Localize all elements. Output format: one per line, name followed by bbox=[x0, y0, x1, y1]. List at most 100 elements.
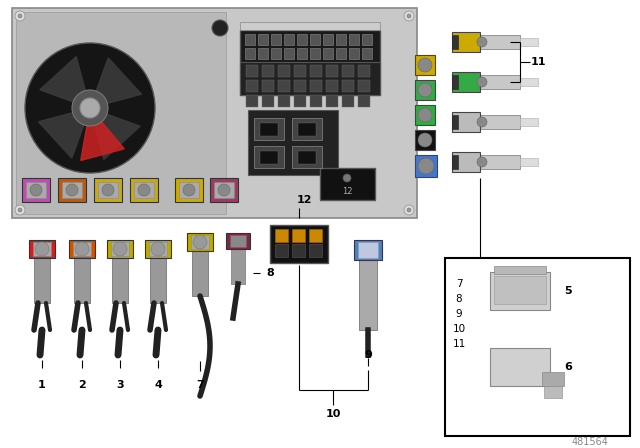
Bar bbox=[187, 233, 213, 251]
Bar bbox=[542, 372, 564, 386]
Bar bbox=[74, 258, 90, 303]
Bar bbox=[452, 115, 458, 129]
Bar bbox=[33, 242, 51, 256]
Bar bbox=[260, 123, 278, 136]
Bar bbox=[349, 48, 359, 59]
Bar bbox=[294, 80, 306, 92]
Text: 8: 8 bbox=[266, 268, 274, 278]
Circle shape bbox=[18, 14, 22, 18]
Circle shape bbox=[151, 242, 165, 256]
Bar bbox=[254, 118, 284, 140]
Bar bbox=[480, 35, 520, 49]
Circle shape bbox=[477, 37, 487, 47]
Bar bbox=[326, 80, 338, 92]
Text: 5: 5 bbox=[564, 286, 572, 296]
Bar bbox=[490, 348, 550, 386]
Bar bbox=[210, 178, 238, 202]
Bar bbox=[260, 151, 278, 164]
Bar bbox=[29, 240, 55, 258]
Text: 11: 11 bbox=[452, 339, 466, 349]
Circle shape bbox=[30, 184, 42, 196]
Bar bbox=[246, 65, 258, 77]
Bar bbox=[275, 244, 288, 257]
Bar bbox=[298, 123, 316, 136]
Bar bbox=[452, 72, 480, 92]
Circle shape bbox=[212, 20, 228, 36]
Bar bbox=[358, 65, 370, 77]
Bar bbox=[34, 258, 50, 303]
Circle shape bbox=[218, 184, 230, 196]
Circle shape bbox=[477, 77, 487, 87]
Bar bbox=[278, 95, 290, 107]
Bar bbox=[452, 112, 480, 132]
Bar bbox=[336, 34, 346, 45]
Bar bbox=[320, 168, 375, 200]
Bar bbox=[16, 12, 226, 214]
Bar bbox=[358, 242, 378, 258]
Circle shape bbox=[72, 90, 108, 126]
Text: 12: 12 bbox=[296, 195, 312, 205]
Bar bbox=[309, 244, 322, 257]
Bar bbox=[292, 244, 305, 257]
Circle shape bbox=[418, 108, 432, 122]
Bar bbox=[62, 182, 82, 198]
Bar bbox=[415, 105, 435, 125]
Text: 12: 12 bbox=[342, 188, 352, 197]
Text: 3: 3 bbox=[116, 380, 124, 390]
Circle shape bbox=[66, 184, 78, 196]
Bar bbox=[452, 75, 458, 89]
Bar bbox=[294, 95, 306, 107]
Circle shape bbox=[418, 83, 432, 97]
Bar bbox=[130, 178, 158, 202]
Bar bbox=[12, 8, 417, 218]
Bar bbox=[520, 118, 538, 126]
Circle shape bbox=[183, 184, 195, 196]
Bar bbox=[98, 182, 118, 198]
Bar bbox=[245, 34, 255, 45]
Bar bbox=[480, 115, 520, 129]
Bar bbox=[134, 182, 154, 198]
Circle shape bbox=[15, 11, 25, 21]
Circle shape bbox=[193, 235, 207, 249]
Bar bbox=[192, 251, 208, 296]
Bar bbox=[452, 152, 480, 172]
Bar bbox=[258, 34, 268, 45]
Text: 8: 8 bbox=[456, 294, 462, 304]
Bar bbox=[490, 272, 550, 310]
Bar bbox=[362, 48, 372, 59]
Bar bbox=[231, 249, 245, 284]
Bar bbox=[278, 65, 290, 77]
Bar bbox=[248, 110, 338, 175]
Bar bbox=[294, 65, 306, 77]
Bar bbox=[292, 118, 322, 140]
Bar bbox=[292, 146, 322, 168]
Polygon shape bbox=[95, 114, 140, 159]
Circle shape bbox=[25, 43, 155, 173]
Circle shape bbox=[404, 11, 414, 21]
Circle shape bbox=[407, 14, 411, 18]
Bar bbox=[271, 48, 281, 59]
Bar bbox=[246, 95, 258, 107]
Bar bbox=[309, 229, 322, 242]
Bar bbox=[214, 182, 234, 198]
Bar bbox=[310, 48, 320, 59]
Circle shape bbox=[138, 184, 150, 196]
Bar bbox=[452, 32, 480, 52]
Circle shape bbox=[418, 158, 434, 174]
Bar bbox=[520, 78, 538, 86]
Bar bbox=[262, 65, 274, 77]
Text: 11: 11 bbox=[531, 57, 546, 67]
Circle shape bbox=[407, 208, 411, 212]
Text: 7: 7 bbox=[456, 279, 462, 289]
Bar bbox=[445, 258, 630, 436]
Bar bbox=[326, 65, 338, 77]
Bar bbox=[310, 95, 322, 107]
Circle shape bbox=[35, 242, 49, 256]
Bar bbox=[415, 130, 435, 150]
Circle shape bbox=[113, 242, 127, 256]
Bar bbox=[362, 34, 372, 45]
Bar bbox=[58, 178, 86, 202]
Bar bbox=[240, 22, 380, 30]
Text: 9: 9 bbox=[456, 309, 462, 319]
Text: 9: 9 bbox=[364, 350, 372, 360]
